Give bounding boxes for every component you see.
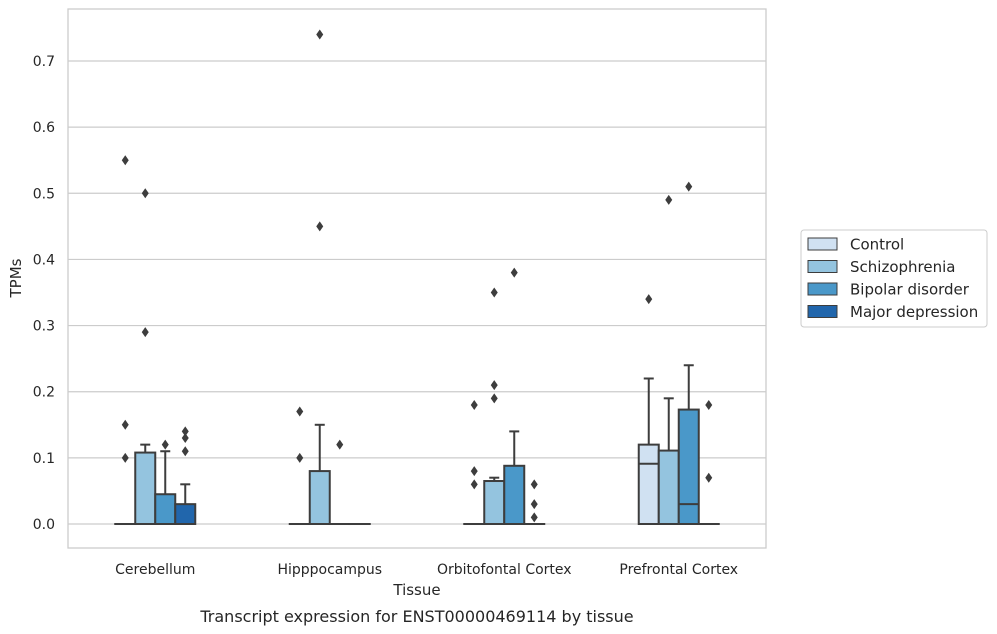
box [483,480,506,525]
x-tick-label: Orbitofontal Cortex [437,562,572,578]
x-axis-title: Tissue [392,581,440,599]
box-group [134,188,157,525]
outlier-point [530,479,538,490]
legend-label: Control [850,236,904,254]
box [503,464,526,525]
outlier-point [490,287,498,298]
outlier-point [161,439,169,450]
legend-label: Major depression [850,303,978,321]
box-group [463,399,486,526]
y-axis-ticks: 0.0 0.1 0.2 0.3 0.4 0.5 0.6 0.7 [33,54,55,533]
y-tick-label: 0.2 [33,385,55,401]
box [174,503,197,525]
box [308,470,331,526]
outlier-point [685,181,693,192]
outlier-point [141,327,149,338]
box-group [503,267,526,525]
x-axis-ticks: Cerebellum Hipppocampus Orbitofontal Corte… [115,562,738,578]
outlier-point [121,452,129,463]
plot-frame [67,8,767,549]
outlier-point [336,439,344,450]
box [637,443,660,525]
outlier-point [141,188,149,199]
box-group [174,426,197,525]
legend-swatch [807,237,838,251]
outlier-point [316,221,324,232]
y-tick-label: 0.0 [33,517,55,533]
legend-label: Schizophrenia [850,258,955,276]
outlier-point [665,194,673,205]
box-group [523,479,546,526]
outlier-point [121,419,129,430]
outlier-point [121,155,129,166]
box-group [308,29,331,526]
box-group [677,181,700,525]
box [677,408,700,525]
outlier-point [181,446,189,457]
y-tick-label: 0.4 [33,252,55,268]
x-tick-label: Hipppocampus [277,562,382,578]
x-tick-label: Prefrontal Cortex [619,562,738,578]
legend-swatch [807,305,838,318]
legend-swatch [807,282,838,296]
outlier-point [296,406,304,417]
box [657,449,680,525]
outlier-point [510,267,518,278]
outlier-point [470,479,478,490]
outlier-point [490,380,498,391]
y-tick-label: 0.5 [33,186,55,202]
legend: Control Schizophrenia Bipolar disorder Majo… [800,229,988,328]
outlier-point [470,399,478,410]
chart-caption: Transcript expression for ENST0000046911… [199,607,633,626]
box [134,451,157,525]
box-series [114,29,720,526]
box [154,493,177,526]
outlier-point [296,452,304,463]
legend-swatch [807,260,838,273]
outlier-point [530,512,538,523]
y-tick-label: 0.3 [33,319,55,335]
legend-label: Bipolar disorder [850,281,970,299]
outlier-point [490,393,498,404]
outlier-point [181,426,189,437]
outlier-point [645,294,653,305]
box-group [288,406,311,526]
outlier-point [530,499,538,510]
y-axis-title: TPMs [7,258,25,298]
y-tick-label: 0.1 [33,451,55,467]
outlier-point [316,29,324,40]
box-group [154,439,177,526]
x-tick-label: Cerebellum [115,562,195,578]
box-group [697,399,720,526]
legend-frame [800,229,988,328]
outlier-point [705,472,713,483]
box-group [483,287,506,525]
outlier-point [181,433,189,444]
box-group [114,155,137,526]
outlier-point [705,399,713,410]
y-tick-label: 0.6 [33,120,55,136]
y-tick-label: 0.7 [33,54,55,70]
outlier-point [470,466,478,477]
